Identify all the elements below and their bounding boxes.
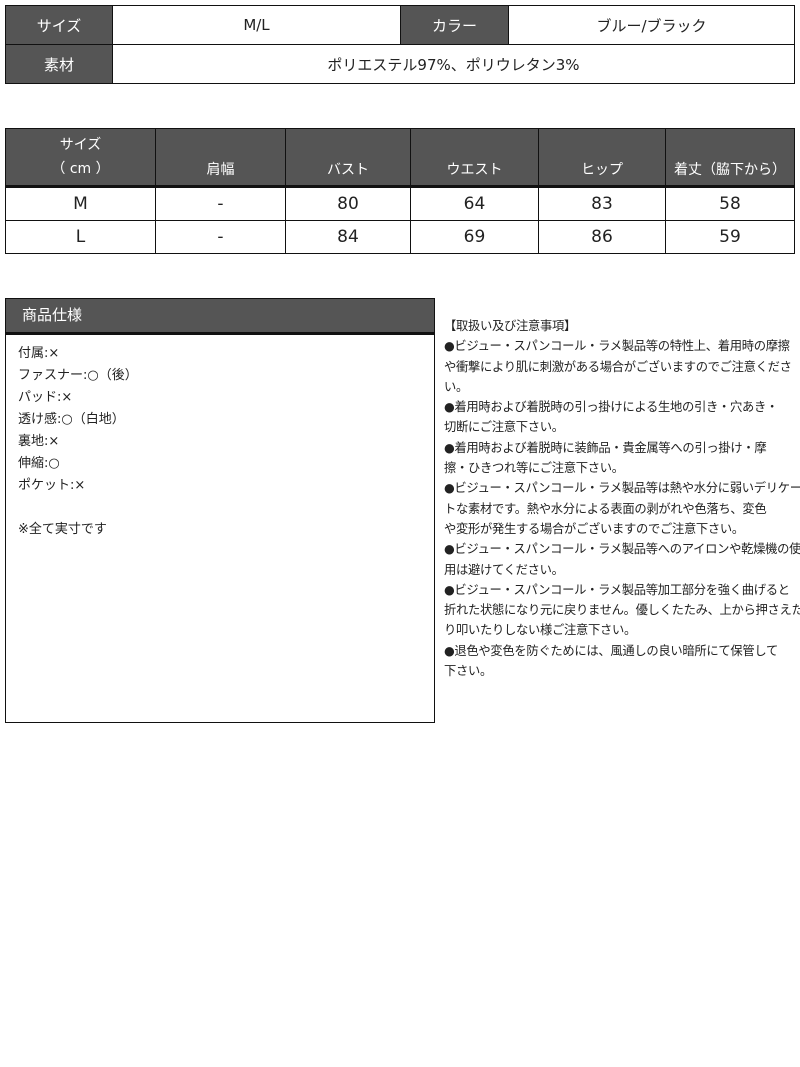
note-line: ●着用時および着脱時の引っ掛けによる生地の引き・穴あき・	[444, 400, 778, 415]
size-label: サイズ	[5, 5, 113, 45]
cell: 59	[665, 220, 795, 254]
spec-item: ポケット:×	[18, 478, 86, 493]
table-row: L - 84 69 86 59	[5, 220, 795, 254]
cell: -	[155, 186, 286, 221]
spec-item	[18, 497, 422, 519]
header-bust: バスト	[285, 128, 411, 188]
table-row: M - 80 64 83 58	[5, 186, 795, 221]
note-line: ●ビジュー・スパンコール・ラメ製品等加工部分を強く曲げると	[444, 582, 790, 597]
spec-item: パッド:×	[18, 390, 73, 405]
color-label: カラー	[400, 5, 509, 45]
spec-list: 付属:× ファスナー:○（後） パッド:× 透け感:○（白地） 裏地:× 伸縮:○ ポケット…	[6, 335, 434, 549]
cell: L	[5, 220, 156, 254]
cell: -	[155, 220, 286, 254]
spec-item: 裏地:×	[18, 434, 60, 449]
note-line: 下さい。	[444, 664, 492, 679]
size-chart-table: サイズ （ cm ） 肩幅 バスト ウエスト ヒップ 着丈（脇下から） M - …	[5, 128, 795, 254]
note-line: や衝撃により肌に刺激がある場合がございますのでご注意くださ	[444, 359, 792, 374]
header-hip: ヒップ	[538, 128, 666, 188]
spec-title: 商品仕様	[6, 299, 434, 335]
note-line: ●ビジュー・スパンコール・ラメ製品等の特性上、着用時の摩擦	[444, 339, 790, 354]
header-length: 着丈（脇下から）	[665, 128, 795, 188]
cell: 84	[285, 220, 411, 254]
header-waist: ウエスト	[410, 128, 539, 188]
info-row: 素材 ポリエステル97%、ポリウレタン3%	[5, 44, 795, 84]
note-line: トな素材です。熱や水分による表面の剥がれや色落ち、変色	[444, 501, 767, 516]
note-line: 用は避けてください。	[444, 562, 564, 577]
care-notes: 【取扱い及び注意事項】 ●ビジュー・スパンコール・ラメ製品等の特性上、着用時の摩擦…	[444, 316, 800, 681]
note-line: 擦・ひきつれ等にご注意下さい。	[444, 461, 624, 476]
product-spec-box: 商品仕様 付属:× ファスナー:○（後） パッド:× 透け感:○（白地） 裏地:× 伸縮:…	[5, 298, 435, 723]
note-line: ●ビジュー・スパンコール・ラメ製品等は熱や水分に弱いデリケー	[444, 481, 800, 496]
spec-item: 伸縮:○	[18, 456, 60, 471]
spec-item: 付属:×	[18, 346, 60, 361]
note-line: 【取扱い及び注意事項】	[444, 319, 576, 333]
note-line: い。	[444, 379, 468, 394]
spec-item: ファスナー:○（後）	[18, 368, 138, 383]
spec-item: ※全て実寸です	[18, 522, 107, 537]
note-line: 切断にご注意下さい。	[444, 420, 564, 435]
note-line: り叩いたりしない様ご注意下さい。	[444, 623, 636, 638]
cell: 64	[410, 186, 539, 221]
header-size: サイズ （ cm ）	[5, 128, 156, 188]
color-value: ブルー/ブラック	[508, 5, 795, 45]
size-chart-header: サイズ （ cm ） 肩幅 バスト ウエスト ヒップ 着丈（脇下から）	[5, 128, 795, 188]
header-size-label: サイズ	[59, 137, 102, 153]
info-row: サイズ M/L カラー ブルー/ブラック	[5, 5, 795, 45]
note-line: ●着用時および着脱時に装飾品・貴金属等への引っ掛け・摩	[444, 440, 767, 455]
note-line: ●ビジュー・スパンコール・ラメ製品等へのアイロンや乾燥機の使	[444, 542, 800, 557]
cell: 58	[665, 186, 795, 221]
cell: 83	[538, 186, 666, 221]
spec-item: 透け感:○（白地）	[18, 412, 125, 427]
header-shoulder: 肩幅	[155, 128, 286, 188]
note-line: ●退色や変色を防ぐためには、風通しの良い暗所にて保管して	[444, 643, 778, 658]
header-size-unit: （ cm ）	[51, 161, 110, 177]
cell: 86	[538, 220, 666, 254]
product-info-table: サイズ M/L カラー ブルー/ブラック 素材 ポリエステル97%、ポリウレタン…	[5, 5, 795, 84]
note-line: 折れた状態になり元に戻りません。優しくたたみ、上から押さえた	[444, 603, 800, 618]
cell: 69	[410, 220, 539, 254]
cell: M	[5, 186, 156, 221]
cell: 80	[285, 186, 411, 221]
note-line: や変形が発生する場合がございますのでご注意下さい。	[444, 521, 744, 536]
material-value: ポリエステル97%、ポリウレタン3%	[112, 44, 795, 84]
material-label: 素材	[5, 44, 113, 84]
size-value: M/L	[112, 5, 401, 45]
